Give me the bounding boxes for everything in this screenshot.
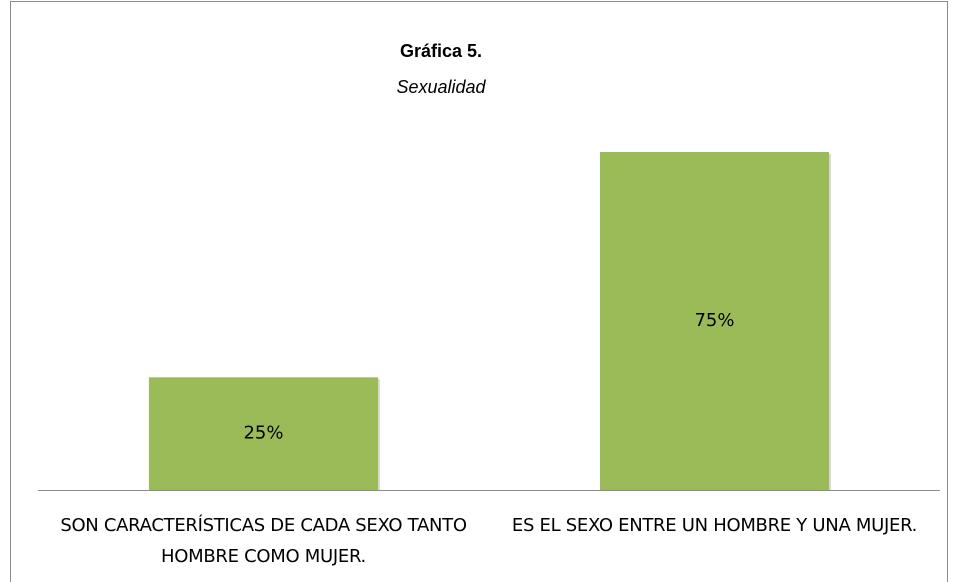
x-tick-label: ES EL SEXO ENTRE UN HOMBRE Y UNA MUJER. [511,515,918,536]
data-label: 25% [243,423,283,444]
bar [599,152,830,490]
x-tick-label: SON CARACTERÍSTICAS DE CADA SEXO TANTO H… [60,515,467,567]
chart-title: Gráfica 5. [400,41,482,61]
bar [148,377,379,490]
chart-subtitle: Sexualidad [396,77,486,97]
data-label: 75% [694,310,734,331]
